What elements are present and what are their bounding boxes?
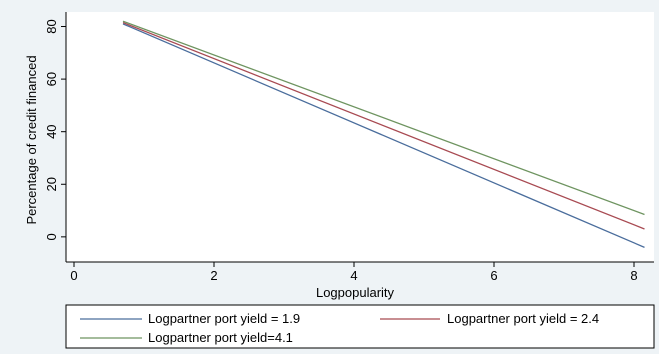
y-tick-label: 20 <box>44 177 59 191</box>
legend-label-series-3: Logpartner port yield=4.1 <box>148 330 293 345</box>
series-line-3 <box>122 20 645 216</box>
x-tick-label: 4 <box>350 268 357 283</box>
series-line-2 <box>122 21 645 230</box>
series-line-1 <box>122 23 645 248</box>
series-lines <box>122 20 645 248</box>
x-tick-label: 8 <box>630 268 637 283</box>
y-tick-label: 40 <box>44 124 59 138</box>
y-tick-label: 80 <box>44 19 59 33</box>
x-tick-label: 0 <box>70 268 77 283</box>
plot-background <box>66 12 654 262</box>
legend-label-series-2: Logpartner port yield = 2.4 <box>447 311 599 326</box>
legend-box <box>65 304 655 349</box>
legend: Logpartner port yield = 1.9 Logpartner p… <box>65 304 655 349</box>
x-tick-label: 6 <box>490 268 497 283</box>
x-tick-label: 2 <box>210 268 217 283</box>
legend-label-series-1: Logpartner port yield = 1.9 <box>148 311 300 326</box>
y-axis: 0 20 40 60 80 <box>44 12 67 262</box>
y-tick-label: 0 <box>44 233 59 240</box>
y-axis-title: Percentage of credit financed <box>24 55 39 224</box>
y-tick-label: 60 <box>44 72 59 86</box>
x-axis-title: Logpopularity <box>316 285 395 300</box>
x-axis: 0 2 4 6 8 <box>66 261 654 283</box>
